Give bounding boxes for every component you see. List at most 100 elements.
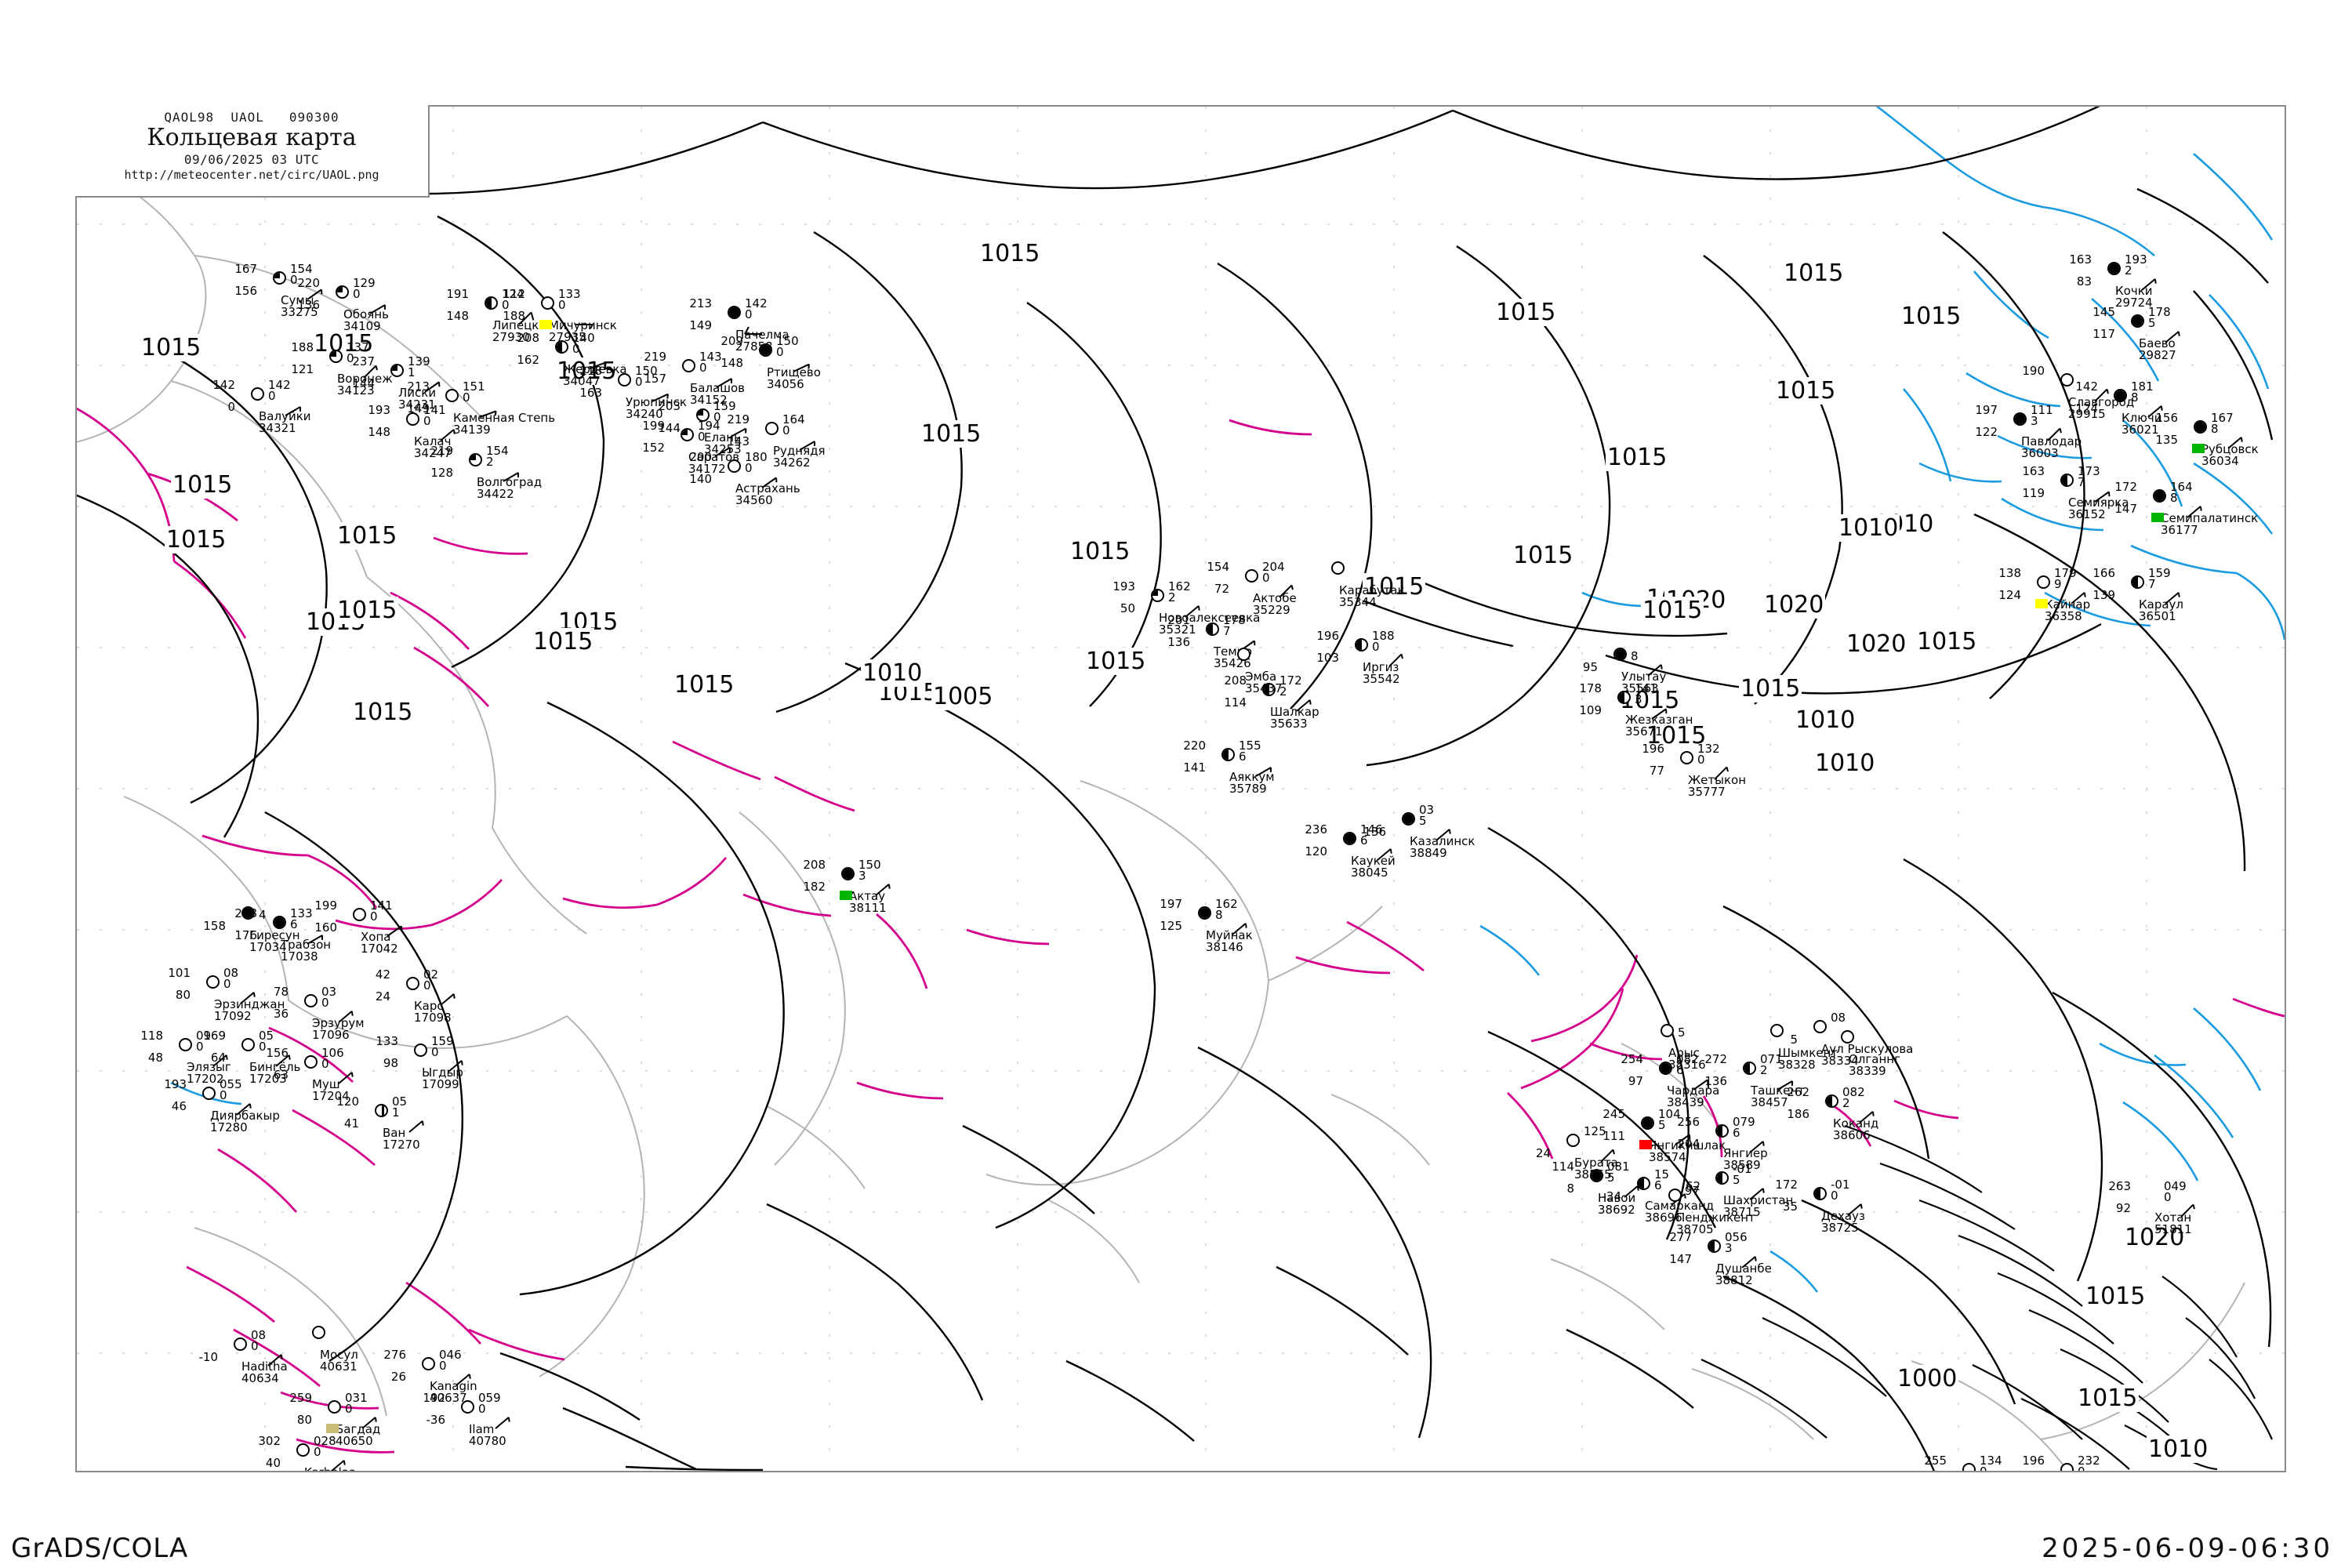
wind-barb	[2071, 592, 2086, 604]
dewpoint-value: 124	[2075, 401, 2098, 416]
pressure-value: 179	[2054, 566, 2077, 580]
dewpoint-value: 41	[343, 1116, 359, 1131]
temperature-value: 120	[336, 1094, 359, 1109]
pressure-value: 180	[745, 450, 768, 464]
isobar-label: 1015	[1512, 542, 1575, 569]
pressure-tendency-value: 0	[635, 375, 643, 389]
station-name-and-id: Бингёль 17203	[249, 1060, 301, 1086]
isobar-label: 1015	[336, 522, 399, 550]
pressure-tendency-value: 0	[699, 361, 707, 375]
pressure-tendency-value: 0	[431, 1045, 439, 1059]
station-name-and-id: Ilam 40780	[469, 1422, 506, 1448]
pressure-tendency-value: 8	[1215, 908, 1223, 922]
sky-cover-icon	[1221, 748, 1235, 761]
wind-barb	[275, 1054, 291, 1067]
sky-cover-icon	[414, 1044, 427, 1057]
isobar-label: 1015	[351, 699, 415, 726]
wind-barb	[1741, 1256, 1757, 1269]
station-name-and-id: Елань 34253	[704, 430, 742, 456]
pressure-tendency-value: 0	[353, 287, 361, 301]
pressure-tendency-value: 0	[1372, 640, 1380, 654]
station-name-and-id: Актау 38111	[849, 889, 887, 915]
sky-cover-icon	[728, 306, 741, 319]
dewpoint-value: 40	[265, 1456, 281, 1470]
temperature-value: 219	[644, 350, 666, 364]
temperature-value: 208	[234, 906, 257, 920]
wind-barb	[387, 925, 403, 937]
temperature-value: 196	[1642, 742, 1664, 756]
isotherm-lines	[170, 107, 2285, 1293]
sky-cover-icon	[1659, 1062, 1672, 1075]
pressure-tendency-value: 7	[1223, 624, 1231, 638]
station-name-and-id: Эрзурум 17096	[312, 1016, 365, 1042]
wind-barb	[369, 304, 387, 314]
sky-cover-icon	[2131, 314, 2144, 328]
precipitation-marker	[1639, 1140, 1652, 1149]
sky-cover-icon	[1566, 1134, 1580, 1147]
station-name-and-id: Новоалексеевка 35321	[1159, 611, 1261, 637]
temperature-value: 42	[375, 967, 390, 982]
sky-cover-icon	[1715, 1171, 1729, 1185]
isobar-label: 1015	[673, 671, 736, 699]
wind-barb	[2094, 491, 2111, 503]
wind-barb	[875, 884, 891, 896]
dewpoint-value: 147	[1669, 1252, 1692, 1266]
station-name-and-id: Астрахань 34560	[735, 481, 800, 507]
dewpoint-value: 120	[1305, 844, 1327, 858]
dewpoint-value: 117	[2092, 327, 2115, 341]
station-name-and-id: Жердевка 34047	[563, 362, 627, 388]
station-name-and-id: Семиярка 36152	[2068, 495, 2129, 521]
pressure-tendency-value: 0	[698, 430, 706, 444]
dewpoint-value: 109	[1579, 703, 1602, 717]
station-name-and-id: Актобе 35229	[1253, 591, 1297, 617]
temperature-value: 196	[1316, 629, 1339, 643]
temperature-value: 138	[1998, 566, 2021, 580]
wind-barb	[1749, 1188, 1765, 1200]
sky-cover-icon	[728, 459, 741, 473]
temperature-value: 163	[2022, 464, 2045, 478]
temperature-value: 197	[1975, 403, 1998, 417]
coastlines-borders	[77, 165, 2245, 1471]
station-name-and-id: Мичуринск 27935	[549, 318, 617, 344]
station-name-and-id: Улытау 35563	[1621, 670, 1667, 695]
temperature-value: 192	[423, 1391, 445, 1405]
pressure-tendency-value: 0	[251, 1339, 259, 1353]
temperature-value: 193	[164, 1077, 187, 1091]
wind-barb	[1647, 664, 1663, 677]
pressure-tendency-value: 0	[321, 1057, 329, 1071]
pressure-tendency-value: 0	[321, 996, 329, 1010]
pressure-value: 141	[423, 403, 446, 417]
pressure-value: 02	[423, 967, 439, 982]
pressure-tendency-value: 0	[572, 342, 580, 356]
pressure-value: 141	[1635, 681, 1657, 695]
wind-barb	[495, 1417, 510, 1429]
temperature-value: 236	[1305, 822, 1327, 837]
pressure-tendency-value: 0	[196, 1040, 204, 1054]
pressure-tendency-value: 0	[314, 1445, 321, 1459]
pressure-tendency-value: 2	[1842, 1096, 1850, 1110]
isobar-label: 1015	[1645, 722, 1708, 750]
wind-barb	[503, 472, 520, 482]
pressure-tendency-value: 2	[2125, 263, 2132, 278]
pressure-value: -01	[1831, 1178, 1850, 1192]
temperature-value: 209	[720, 334, 743, 348]
isobar-label: 1015	[1494, 299, 1558, 326]
footer-producer-label: GrADS/COLA	[11, 1533, 189, 1564]
station-name-and-id: Коканд 38606	[1833, 1116, 1879, 1142]
dewpoint-value: 157	[644, 372, 666, 386]
pressure-value: 03	[1419, 803, 1435, 817]
dewpoint-value: 26	[390, 1370, 406, 1384]
temperature-value: 156	[2155, 411, 2178, 425]
synoptic-map-frame[interactable]: 1015 1015 1015 1015 1015 1015 1015 1015 1015 1015…	[75, 105, 2286, 1472]
temperature-value: 166	[2092, 566, 2115, 580]
sky-cover-icon	[179, 1038, 192, 1051]
pressure-tendency-value: 0	[1697, 753, 1705, 767]
pressure-tendency-value: 3	[2031, 414, 2038, 428]
pressure-tendency-value: 8	[2211, 422, 2219, 436]
pressure-value: 05	[392, 1094, 408, 1109]
dewpoint-value: 92	[2115, 1201, 2131, 1215]
wind-barb	[1675, 1134, 1691, 1145]
temperature-value: 208	[517, 331, 539, 345]
pressure-tendency-value: 3	[858, 869, 866, 883]
station-name-and-id: Диярбакыр 17280	[210, 1109, 280, 1134]
